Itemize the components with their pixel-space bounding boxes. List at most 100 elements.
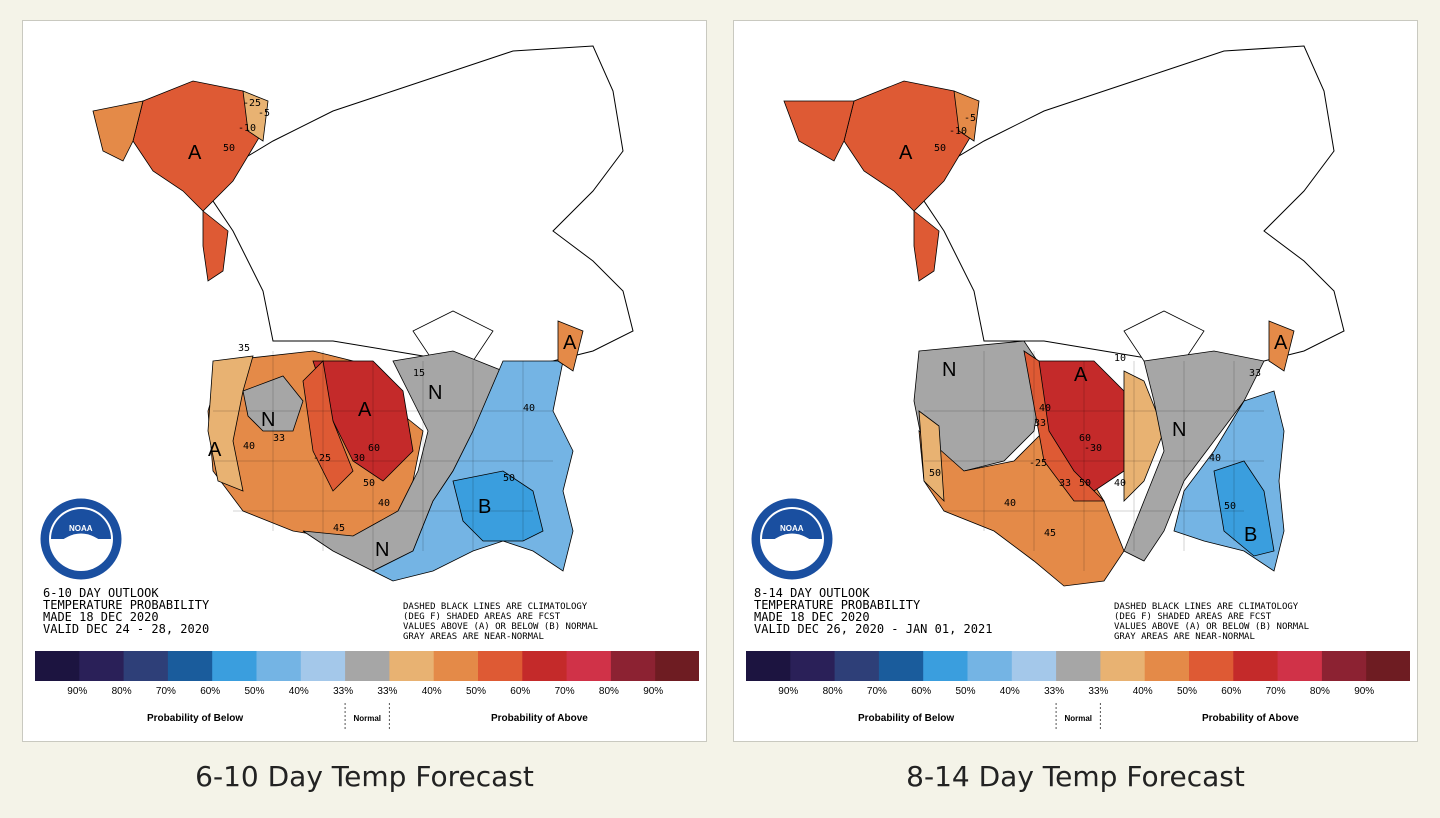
plains-redorange <box>302 360 354 492</box>
legend-swatch <box>1144 651 1190 681</box>
outlook-made: MADE 18 DEC 2020 <box>43 610 159 624</box>
noaa-logo: NOAA <box>751 498 833 580</box>
legend-swatch <box>1277 651 1323 681</box>
legend-pct-label: 80% <box>823 686 843 697</box>
contour-label: 40 <box>1114 478 1126 489</box>
legend-pct-label: 70% <box>555 686 575 697</box>
contour-label: 33 <box>1034 418 1046 429</box>
legend-pct-label: 33% <box>377 686 397 697</box>
legend-swatch <box>566 651 612 681</box>
caption-6-10: 6-10 Day Temp Forecast <box>195 760 534 793</box>
map-marker-N: N <box>375 539 389 561</box>
map-marker-N: N <box>261 409 275 431</box>
legend-swatch <box>967 651 1013 681</box>
map-marker-A: A <box>208 439 222 461</box>
ne-above <box>557 320 584 372</box>
contour-label: -10 <box>949 126 967 137</box>
outlook-type: TEMPERATURE PROBABILITY <box>43 598 210 612</box>
legend-pct-label: 50% <box>244 686 264 697</box>
contour-label: -5 <box>964 113 976 124</box>
legend-swatch <box>79 651 125 681</box>
contour-label: 45 <box>333 523 345 534</box>
map-marker-N: N <box>1172 419 1186 441</box>
contour-label: -25 <box>313 453 331 464</box>
map-svg-6-10: A A A A N N N B -25 -10 50 35 40 33 45 6… <box>33 31 699 731</box>
contour-label: 35 <box>238 343 250 354</box>
forecast-panel-8-14: A A A N N B -5 -10 50 40 33 60 50 40 33 … <box>733 20 1418 742</box>
contour-label: 10 <box>1114 353 1126 364</box>
legend-below-label: Probability of Below <box>858 713 954 724</box>
lake-outline <box>1123 310 1205 362</box>
note-line: DASHED BLACK LINES ARE CLIMATOLOGY <box>403 602 588 612</box>
contour-label: 15 <box>413 368 425 379</box>
contour-label: 50 <box>503 473 515 484</box>
east-normal <box>1123 350 1265 562</box>
legend-swatch <box>1100 651 1146 681</box>
contour-label: 60 <box>368 443 380 454</box>
outlook-type: TEMPERATURE PROBABILITY <box>754 598 921 612</box>
legend-pct-label: 33% <box>1044 686 1064 697</box>
map-marker-A: A <box>563 332 577 354</box>
legend-pct-label: 70% <box>867 686 887 697</box>
southeast-below <box>1213 460 1275 557</box>
contour-label: 40 <box>523 403 535 414</box>
legend-pct-label: 80% <box>599 686 619 697</box>
contour-label: -25 <box>1029 458 1047 469</box>
legend-pct-label: 50% <box>1177 686 1197 697</box>
legend-swatch <box>1189 651 1234 681</box>
panhandle <box>913 210 940 282</box>
contour-label: 33 <box>1059 478 1071 489</box>
legend-swatch <box>878 651 924 681</box>
contour-label: 40 <box>1209 453 1221 464</box>
forecast-panel-6-10: A A A A N N N B -25 -10 50 35 40 33 45 6… <box>22 20 707 742</box>
plains-red <box>312 360 414 482</box>
legend-pct-label: 60% <box>510 686 530 697</box>
outlook-made: MADE 18 DEC 2020 <box>754 610 870 624</box>
temp-map-8-14: A A A N N B -5 -10 50 40 33 60 50 40 33 … <box>744 31 1410 731</box>
legend-pct-label: 40% <box>1000 686 1020 697</box>
legend-below-label: Probability of Below <box>147 713 243 724</box>
legend-pct-label: 80% <box>112 686 132 697</box>
legend-pct-label: 90% <box>67 686 87 697</box>
contour-label: 40 <box>243 441 255 452</box>
legend-swatch <box>389 651 435 681</box>
outlook-text: 6-10 DAY OUTLOOK TEMPERATURE PROBABILITY… <box>43 586 210 636</box>
panhandle <box>202 210 229 282</box>
legend-swatch <box>433 651 479 681</box>
legend-swatch <box>1011 651 1057 681</box>
legend-pct-label: 60% <box>911 686 931 697</box>
south-light <box>918 410 945 503</box>
legend-swatch <box>1366 651 1410 681</box>
map-marker-A: A <box>899 142 913 164</box>
map-marker-N: N <box>942 359 956 381</box>
legend-swatch <box>167 651 213 681</box>
legend-swatch <box>610 651 656 681</box>
legend-swatch <box>35 651 80 681</box>
temp-map-6-10: A A A A N N N B -25 -10 50 35 40 33 45 6… <box>33 31 699 731</box>
legend-pct-label: 33% <box>333 686 353 697</box>
legend-swatch <box>212 651 257 681</box>
legend-swatch <box>123 651 169 681</box>
legend-pct-label: 90% <box>643 686 663 697</box>
legend-pct-label: 60% <box>200 686 220 697</box>
plains-light <box>1123 370 1165 502</box>
legend-pct-label: 90% <box>778 686 798 697</box>
legend-swatch <box>923 651 968 681</box>
contour-label: 40 <box>378 498 390 509</box>
legend-above-label: Probability of Above <box>491 713 588 724</box>
legend-pct-label: 33% <box>1088 686 1108 697</box>
note-line: (DEG F) SHADED AREAS ARE FCST <box>1114 612 1272 622</box>
land-outline-north <box>212 45 634 372</box>
legend: 90% 80% 70% 60% 50% 40% 33% 33% 40% 50% 60% 70% 80% 9… <box>35 651 699 729</box>
map-marker-A: A <box>358 399 372 421</box>
contour-label: 40 <box>1004 498 1016 509</box>
legend-pct-label: 40% <box>1133 686 1153 697</box>
contour-label: 50 <box>223 143 235 154</box>
ne-above <box>1268 320 1295 372</box>
legend-pct-label: 40% <box>289 686 309 697</box>
map-svg-8-14: A A A N N B -5 -10 50 40 33 60 50 40 33 … <box>744 31 1410 731</box>
note-line: VALUES ABOVE (A) OR BELOW (B) NORMAL <box>403 622 598 632</box>
note-line: GRAY AREAS ARE NEAR-NORMAL <box>1114 632 1255 642</box>
legend-swatch <box>1056 651 1101 681</box>
map-marker-N: N <box>428 382 442 404</box>
